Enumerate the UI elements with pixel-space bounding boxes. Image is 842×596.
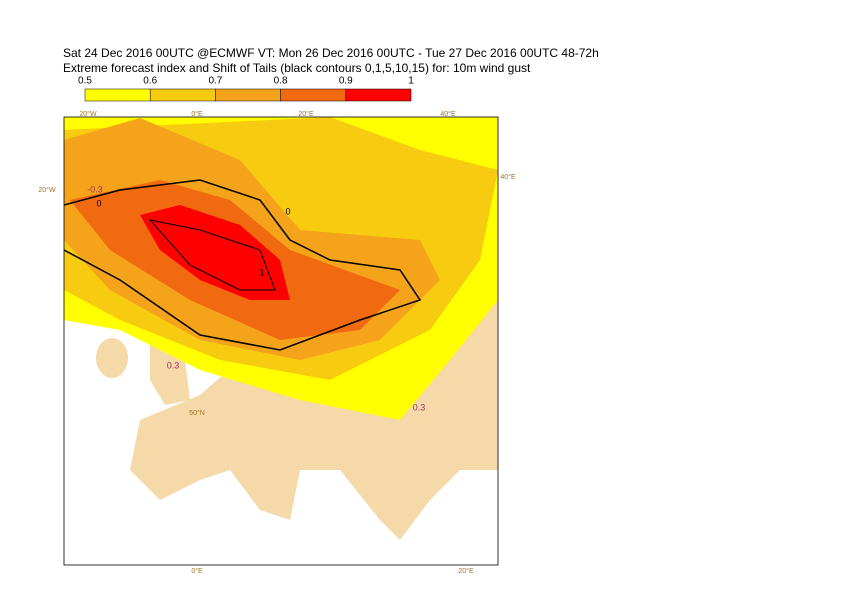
graticule-label: 20°E <box>298 110 314 118</box>
efi-0.9 <box>140 205 290 300</box>
map-labels: 20°W 0°E 20°E 40°E 20°W 40°E 50°N 0°E 20°E 0 -0.3 0… <box>38 110 516 575</box>
graticule-label: 20°W <box>79 110 97 118</box>
graticule-label: 40°E <box>440 110 456 118</box>
colorbar-tick-label: 0.5 <box>78 76 92 87</box>
colorbar-tick-label: 0.9 <box>339 76 353 87</box>
sot-contour <box>64 179 422 351</box>
colorbar-tick-label: 1 <box>408 76 414 87</box>
contour-label: 0 <box>96 198 101 208</box>
graticule-label: 20°W <box>38 186 56 194</box>
colorbar-segment <box>149 88 216 102</box>
contour-label: -0.3 <box>87 184 103 194</box>
graticule-label: 0°E <box>191 567 203 575</box>
contour-label: 1 <box>259 267 264 277</box>
colorbar-segment <box>280 88 347 102</box>
colorbar-tick-label: 0.8 <box>274 76 288 87</box>
map <box>64 117 498 565</box>
colorbar-segment <box>345 88 412 102</box>
contour-label: 0 <box>285 206 290 216</box>
contour-label: 0.3 <box>167 360 180 370</box>
colorbar-tick-label: 0.6 <box>143 76 157 87</box>
graticule-label: 40°E <box>500 173 516 181</box>
graticule-label: 20°E <box>458 567 474 575</box>
colorbar-tick-label: 0.7 <box>208 76 222 87</box>
sot-contour <box>148 219 276 291</box>
title-line-1: Sat 24 Dec 2016 00UTC @ECMWF VT: Mon 26 … <box>63 46 599 60</box>
contour-label: 0.3 <box>413 402 426 412</box>
title-line-2: Extreme forecast index and Shift of Tail… <box>63 61 531 75</box>
colorbar: 0.5 0.6 0.7 0.8 0.9 1 <box>78 76 414 102</box>
colorbar-segment <box>84 88 151 102</box>
graticule-label: 0°E <box>191 110 203 118</box>
ireland <box>96 338 128 378</box>
graticule-label: 50°N <box>189 409 205 417</box>
map-frame <box>63 116 499 566</box>
colorbar-segment <box>215 88 281 102</box>
